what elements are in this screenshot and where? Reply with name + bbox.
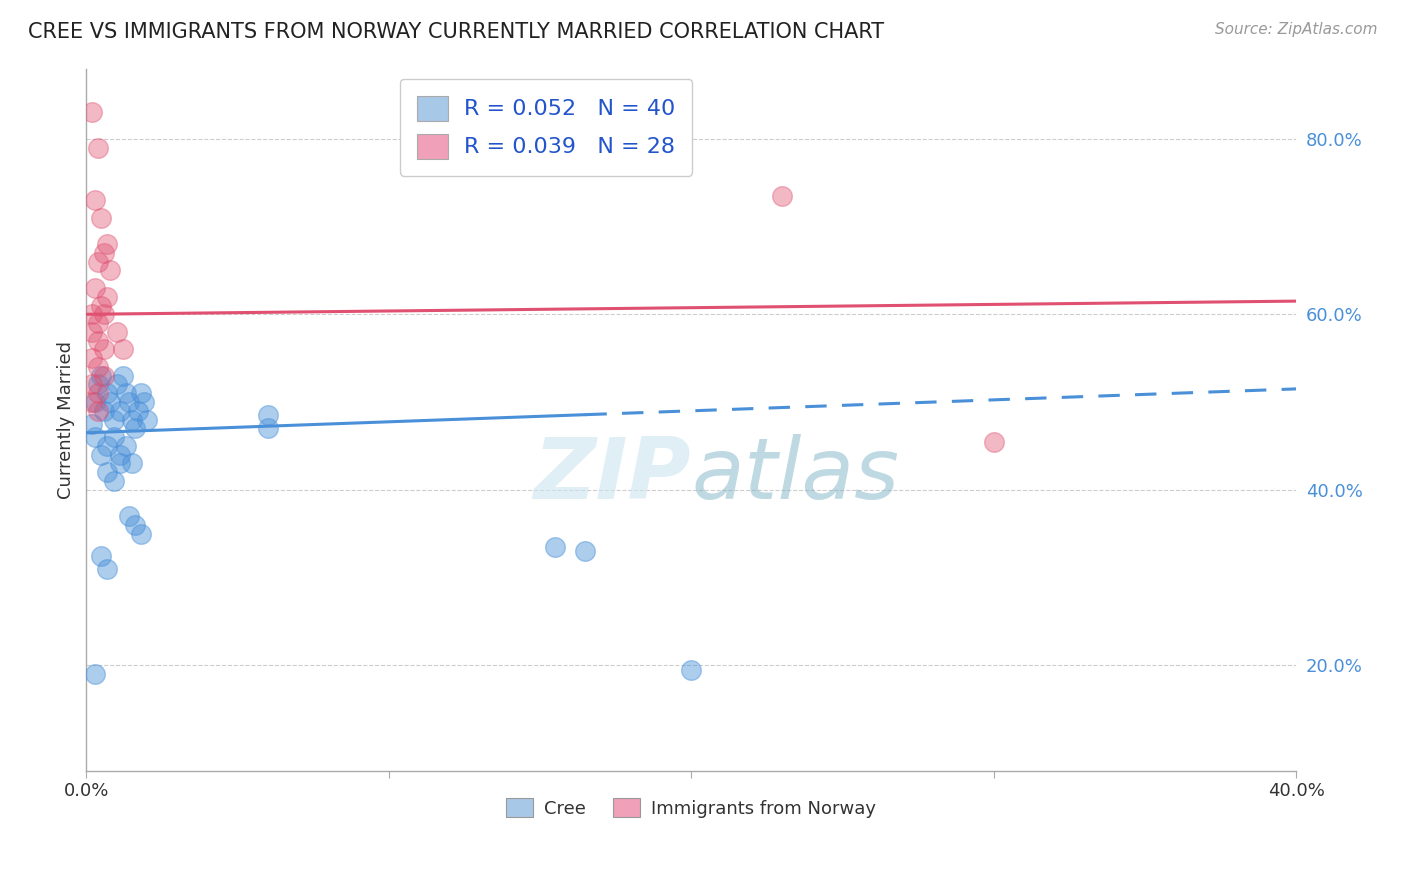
Point: [105, 325, 128, 339]
Point: [87, 404, 110, 418]
Text: Source: ZipAtlas.com: Source: ZipAtlas.com: [1215, 22, 1378, 37]
Point: [124, 421, 146, 435]
Point: [82, 395, 104, 409]
Point: [108, 457, 131, 471]
Point: [93, 343, 115, 357]
Point: [90, 549, 112, 563]
Point: [93, 245, 115, 260]
Point: [84, 667, 107, 681]
Text: CREE VS IMMIGRANTS FROM NORWAY CURRENTLY MARRIED CORRELATION CHART: CREE VS IMMIGRANTS FROM NORWAY CURRENTLY…: [28, 22, 884, 42]
Text: atlas: atlas: [692, 434, 900, 517]
Point: [90, 368, 112, 383]
Legend: Cree, Immigrants from Norway: Cree, Immigrants from Norway: [499, 791, 883, 825]
Point: [87, 316, 110, 330]
Point: [574, 544, 596, 558]
Point: [129, 386, 152, 401]
Point: [82, 377, 104, 392]
Point: [108, 448, 131, 462]
Point: [117, 509, 139, 524]
Point: [90, 448, 112, 462]
Point: [87, 386, 110, 401]
Point: [256, 421, 278, 435]
Point: [100, 263, 122, 277]
Point: [96, 439, 118, 453]
Point: [82, 417, 104, 431]
Point: [93, 404, 115, 418]
Point: [127, 404, 149, 418]
Point: [135, 412, 157, 426]
Point: [82, 307, 104, 321]
Point: [87, 359, 110, 374]
Point: [96, 386, 118, 401]
Point: [105, 377, 128, 392]
Point: [132, 395, 155, 409]
Point: [681, 663, 703, 677]
Point: [90, 211, 112, 225]
Point: [103, 412, 125, 426]
Point: [84, 281, 107, 295]
Point: [93, 307, 115, 321]
Point: [100, 395, 122, 409]
Point: [121, 457, 143, 471]
Point: [87, 334, 110, 348]
Point: [103, 474, 125, 488]
Point: [87, 254, 110, 268]
Point: [544, 540, 567, 554]
Point: [82, 105, 104, 120]
Point: [108, 404, 131, 418]
Point: [87, 140, 110, 154]
Point: [256, 408, 278, 422]
Point: [129, 526, 152, 541]
Point: [103, 430, 125, 444]
Point: [111, 343, 134, 357]
Point: [96, 290, 118, 304]
Point: [84, 430, 107, 444]
Point: [111, 368, 134, 383]
Point: [90, 298, 112, 312]
Point: [87, 377, 110, 392]
Point: [96, 562, 118, 576]
Point: [114, 439, 136, 453]
Point: [82, 351, 104, 366]
Y-axis label: Currently Married: Currently Married: [58, 341, 75, 499]
Point: [84, 395, 107, 409]
Point: [84, 193, 107, 207]
Point: [983, 434, 1005, 449]
Point: [770, 188, 793, 202]
Point: [96, 237, 118, 252]
Point: [121, 412, 143, 426]
Point: [117, 395, 139, 409]
Point: [114, 386, 136, 401]
Point: [93, 368, 115, 383]
Text: ZIP: ZIP: [534, 434, 692, 517]
Point: [96, 465, 118, 479]
Point: [124, 517, 146, 532]
Point: [82, 325, 104, 339]
